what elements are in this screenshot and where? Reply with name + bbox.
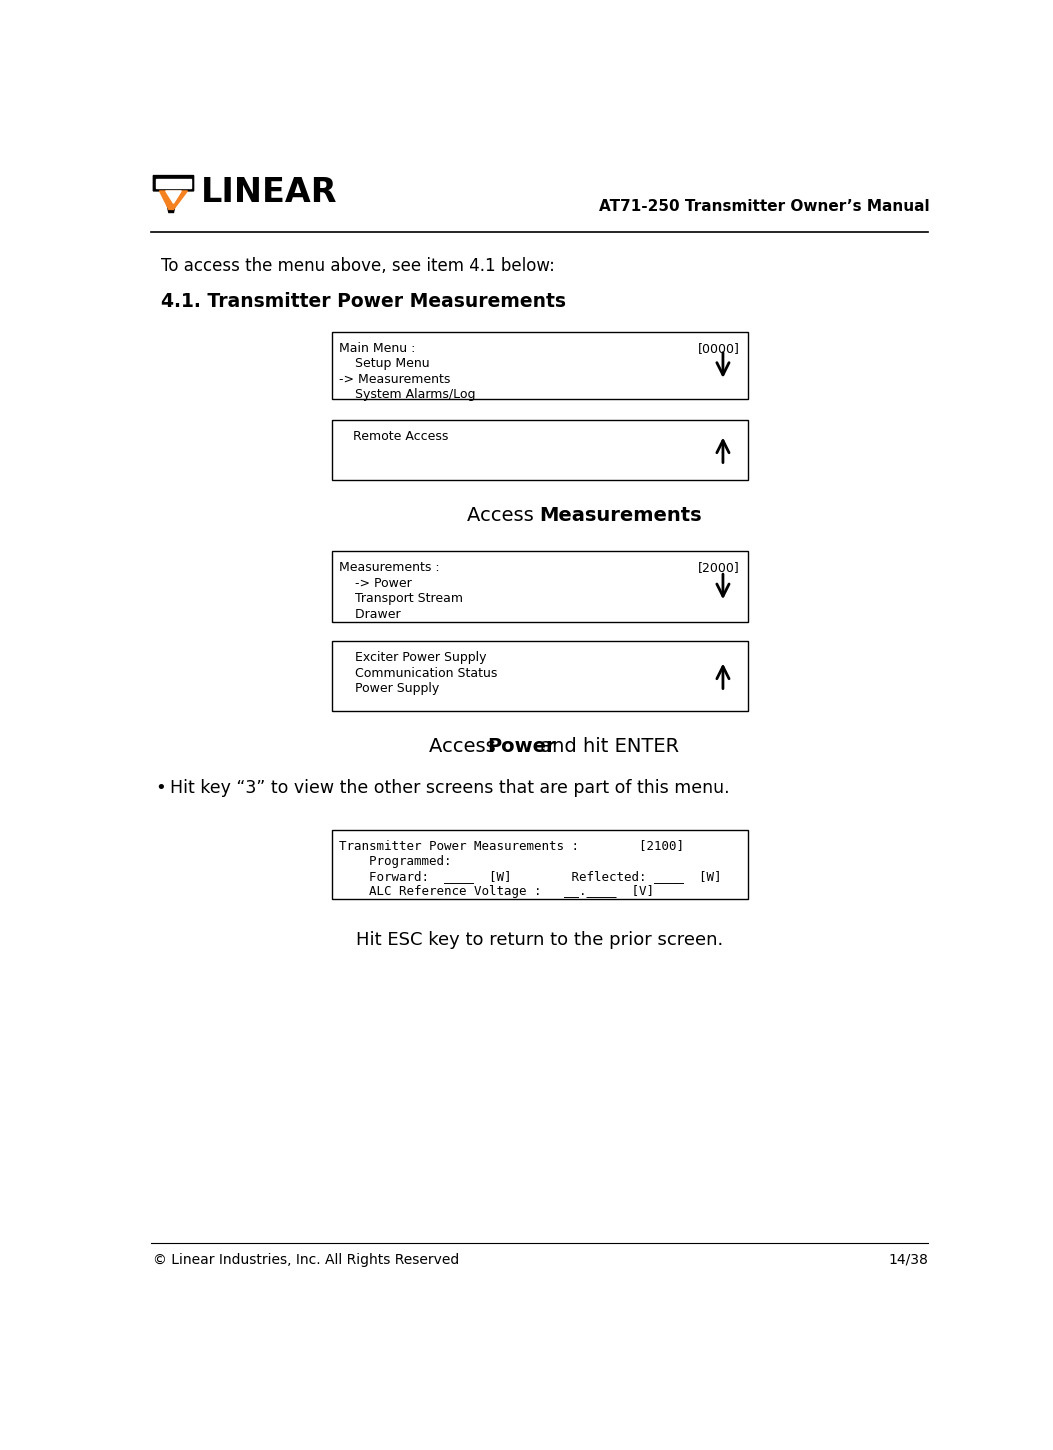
Text: Measurements :: Measurements :: [339, 561, 440, 574]
Text: LINEAR: LINEAR: [201, 175, 338, 209]
Text: Setup Menu: Setup Menu: [339, 357, 430, 370]
Text: Exciter Power Supply: Exciter Power Supply: [339, 651, 486, 664]
Text: Access: Access: [430, 737, 502, 755]
Polygon shape: [157, 178, 191, 188]
Text: Power: Power: [488, 737, 556, 755]
Text: 14/38: 14/38: [889, 1253, 929, 1267]
Text: ALC Reference Voltage :   __.____  [V]: ALC Reference Voltage : __.____ [V]: [339, 886, 654, 899]
Text: To access the menu above, see item 4.1 below:: To access the menu above, see item 4.1 b…: [161, 258, 555, 276]
Text: Access: Access: [466, 506, 540, 525]
Text: Hit key “3” to view the other screens that are part of this menu.: Hit key “3” to view the other screens th…: [171, 779, 730, 796]
Text: Transport Stream: Transport Stream: [339, 592, 463, 605]
Text: •: •: [155, 779, 165, 796]
Text: AT71-250 Transmitter Owner’s Manual: AT71-250 Transmitter Owner’s Manual: [599, 199, 930, 213]
Text: Hit ESC key to return to the prior screen.: Hit ESC key to return to the prior scree…: [356, 931, 723, 950]
Bar: [332, 332, 748, 399]
Text: [2000]: [2000]: [698, 561, 740, 574]
Polygon shape: [154, 175, 194, 213]
Text: Main Menu :: Main Menu :: [339, 342, 416, 355]
Polygon shape: [165, 191, 181, 203]
Text: Drawer: Drawer: [339, 608, 401, 621]
Text: -> Power: -> Power: [339, 577, 412, 590]
Bar: [332, 641, 748, 710]
Text: Communication Status: Communication Status: [339, 667, 498, 680]
Text: Programmed:: Programmed:: [339, 854, 452, 867]
Bar: [332, 551, 748, 622]
Text: [0000]: [0000]: [698, 342, 740, 355]
Bar: [332, 829, 748, 899]
Polygon shape: [159, 191, 187, 209]
Text: and hit ENTER: and hit ENTER: [534, 737, 679, 755]
Text: Measurements: Measurements: [540, 506, 702, 525]
Text: -> Measurements: -> Measurements: [339, 373, 451, 386]
Text: 4.1. Transmitter Power Measurements: 4.1. Transmitter Power Measurements: [161, 291, 567, 310]
Text: Remote Access: Remote Access: [353, 431, 449, 444]
Text: Transmitter Power Measurements :        [2100]: Transmitter Power Measurements : [2100]: [339, 840, 684, 853]
Bar: [332, 420, 748, 480]
Text: System Alarms/Log: System Alarms/Log: [339, 389, 476, 402]
Text: Power Supply: Power Supply: [339, 682, 439, 695]
Text: © Linear Industries, Inc. All Rights Reserved: © Linear Industries, Inc. All Rights Res…: [154, 1253, 459, 1267]
Text: Forward:  ____  [W]        Reflected: ____  [W]: Forward: ____ [W] Reflected: ____ [W]: [339, 870, 721, 883]
